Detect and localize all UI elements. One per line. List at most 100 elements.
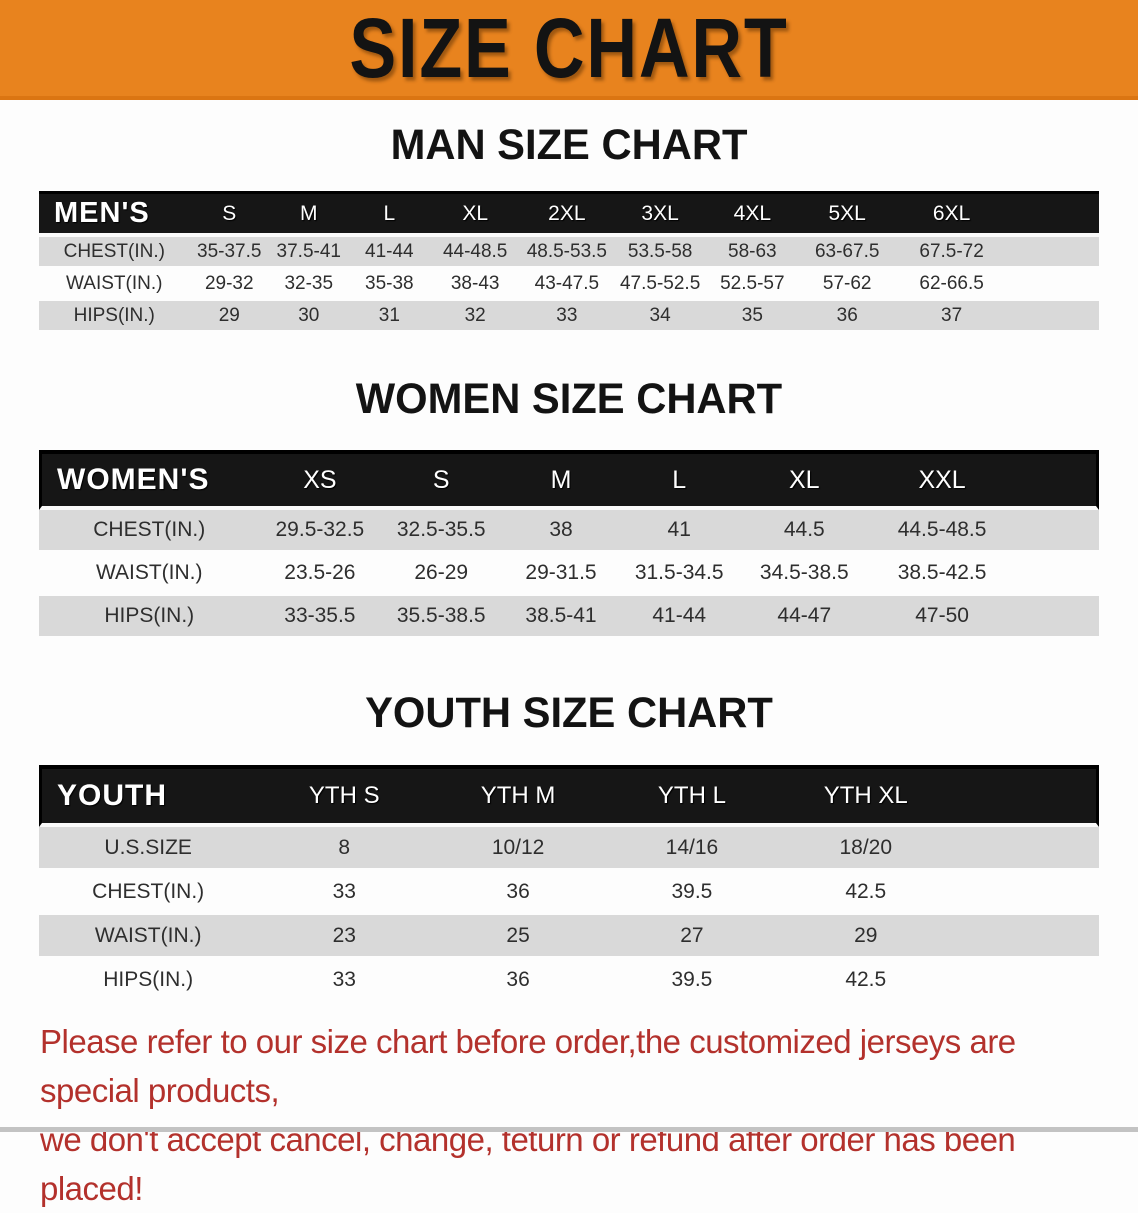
women-section-heading: WOMEN SIZE CHART (355, 375, 783, 423)
table-cell: 33 (257, 871, 432, 915)
table-cell: 32.5-35.5 (380, 510, 503, 553)
youth-section-heading: YOUTH SIZE CHART (365, 689, 773, 737)
table-cell: 62-66.5 (896, 269, 1007, 301)
table-cell: 34 (613, 301, 707, 333)
table-cell: 29-31.5 (502, 553, 620, 596)
table-cell: 35.5-38.5 (380, 596, 503, 639)
table-cell: 8 (257, 827, 432, 871)
men-section-heading: MAN SIZE CHART (390, 121, 748, 169)
filler-cell (952, 915, 1099, 959)
table-cell: 58-63 (706, 237, 798, 269)
youth-size-table: YOUTH YTH S YTH M YTH L YTH XL U.S.SIZE … (39, 765, 1099, 1003)
size-col-header: XL (430, 191, 521, 237)
table-cell: 29 (189, 301, 270, 333)
table-cell: 44-48.5 (430, 237, 521, 269)
table-cell: 31 (348, 301, 431, 333)
size-col-header: L (348, 191, 431, 237)
youth-table-title: YOUTH (39, 765, 258, 827)
table-cell: 14/16 (605, 827, 779, 871)
women-waist-row: WAIST(IN.) 23.5-26 26-29 29-31.5 31.5-34… (39, 553, 1099, 596)
disclaimer-line-1: Please refer to our size chart before or… (40, 1023, 1016, 1109)
table-cell: 29 (778, 915, 953, 959)
size-col-header: 2XL (520, 191, 614, 237)
table-cell: 41-44 (348, 237, 431, 269)
table-cell: 42.5 (778, 871, 953, 915)
table-cell: 38.5-41 (502, 596, 620, 639)
filler-cell (1006, 237, 1099, 269)
table-cell: 23 (257, 915, 432, 959)
youth-ussize-row: U.S.SIZE 8 10/12 14/16 18/20 (39, 827, 1099, 871)
table-cell: 38-43 (430, 269, 521, 301)
disclaimer-text: Please refer to our size chart before or… (40, 1017, 1108, 1213)
size-col-header: 6XL (896, 191, 1007, 237)
table-cell: 44.5 (738, 510, 870, 553)
women-header-row: WOMEN'S XS S M L XL XXL (39, 450, 1099, 510)
size-col-header: M (502, 450, 620, 510)
filler-cell (1006, 191, 1099, 237)
table-cell: 53.5-58 (613, 237, 707, 269)
table-cell: 47-50 (870, 596, 1015, 639)
table-cell: 32 (430, 301, 521, 333)
table-cell: 37 (896, 301, 1007, 333)
table-cell: 52.5-57 (706, 269, 798, 301)
table-cell: 25 (431, 915, 606, 959)
size-col-header: 5XL (797, 191, 897, 237)
row-label: HIPS(IN.) (39, 596, 260, 639)
men-table-title: MEN'S (39, 191, 190, 237)
men-size-table: MEN'S S M L XL 2XL 3XL 4XL 5XL 6XL CHEST… (39, 191, 1099, 333)
table-cell: 44-47 (738, 596, 870, 639)
men-waist-row: WAIST(IN.) 29-32 32-35 35-38 38-43 43-47… (39, 269, 1099, 301)
row-label: WAIST(IN.) (39, 553, 260, 596)
women-hips-row: HIPS(IN.) 33-35.5 35.5-38.5 38.5-41 41-4… (39, 596, 1099, 639)
table-cell: 18/20 (778, 827, 953, 871)
table-cell: 67.5-72 (896, 237, 1007, 269)
table-cell: 38.5-42.5 (870, 553, 1015, 596)
size-col-header: L (619, 450, 739, 510)
filler-cell (1014, 510, 1099, 553)
size-col-header: XS (259, 450, 381, 510)
table-cell: 35-38 (348, 269, 431, 301)
row-label: WAIST(IN.) (39, 269, 190, 301)
table-cell: 31.5-34.5 (619, 553, 739, 596)
size-chart-banner: SIZE CHART (0, 0, 1138, 100)
table-cell: 32-35 (269, 269, 349, 301)
men-chest-row: CHEST(IN.) 35-37.5 37.5-41 41-44 44-48.5… (39, 237, 1099, 269)
table-cell: 48.5-53.5 (520, 237, 614, 269)
row-label: CHEST(IN.) (39, 871, 258, 915)
size-col-header: S (380, 450, 503, 510)
table-cell: 36 (431, 871, 606, 915)
table-cell: 33-35.5 (259, 596, 381, 639)
table-cell: 41 (619, 510, 739, 553)
women-size-table: WOMEN'S XS S M L XL XXL CHEST(IN.) 29.5-… (39, 450, 1099, 639)
table-cell: 43-47.5 (520, 269, 614, 301)
filler-cell (1006, 269, 1099, 301)
filler-cell (952, 871, 1099, 915)
bottom-edge-bar (0, 1127, 1138, 1132)
table-cell: 29.5-32.5 (259, 510, 381, 553)
table-cell: 37.5-41 (269, 237, 349, 269)
table-cell: 10/12 (431, 827, 606, 871)
filler-cell (1014, 450, 1099, 510)
women-chest-row: CHEST(IN.) 29.5-32.5 32.5-35.5 38 41 44.… (39, 510, 1099, 553)
size-col-header: M (269, 191, 349, 237)
table-cell: 63-67.5 (797, 237, 897, 269)
table-cell: 33 (520, 301, 614, 333)
page-title: SIZE CHART (349, 0, 789, 95)
row-label: HIPS(IN.) (39, 959, 258, 1003)
table-cell: 26-29 (380, 553, 503, 596)
table-cell: 38 (502, 510, 620, 553)
filler-cell (1006, 301, 1099, 333)
filler-cell (952, 959, 1099, 1003)
table-cell: 34.5-38.5 (738, 553, 870, 596)
table-cell: 23.5-26 (259, 553, 381, 596)
size-col-header: XL (738, 450, 870, 510)
table-cell: 33 (257, 959, 432, 1003)
table-cell: 39.5 (605, 959, 779, 1003)
row-label: HIPS(IN.) (39, 301, 190, 333)
table-cell: 29-32 (189, 269, 270, 301)
youth-waist-row: WAIST(IN.) 23 25 27 29 (39, 915, 1099, 959)
table-cell: 39.5 (605, 871, 779, 915)
row-label: CHEST(IN.) (39, 237, 190, 269)
row-label: WAIST(IN.) (39, 915, 258, 959)
row-label: U.S.SIZE (39, 827, 258, 871)
